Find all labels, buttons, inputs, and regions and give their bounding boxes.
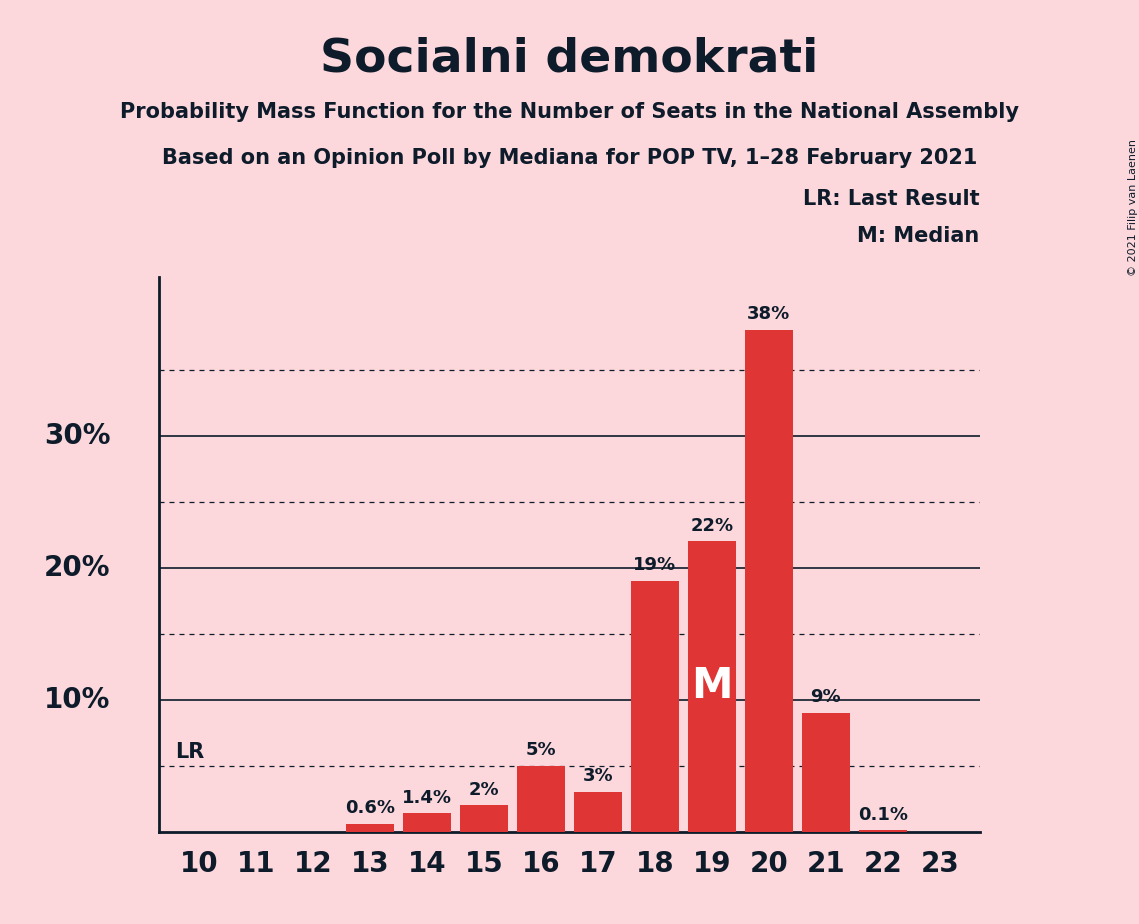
Text: 20%: 20%	[43, 553, 110, 581]
Text: © 2021 Filip van Laenen: © 2021 Filip van Laenen	[1129, 139, 1138, 275]
Text: Based on an Opinion Poll by Mediana for POP TV, 1–28 February 2021: Based on an Opinion Poll by Mediana for …	[162, 148, 977, 168]
Bar	[574, 792, 622, 832]
Text: 22%: 22%	[690, 517, 734, 535]
Bar	[517, 766, 565, 832]
Bar	[745, 330, 793, 832]
Bar	[631, 581, 679, 832]
Text: 2%: 2%	[469, 781, 499, 798]
Bar	[346, 823, 394, 832]
Bar	[859, 831, 907, 832]
Text: 0.6%: 0.6%	[345, 799, 395, 817]
Bar	[403, 813, 451, 832]
Text: M: Median: M: Median	[858, 226, 980, 247]
Text: 3%: 3%	[583, 768, 613, 785]
Text: Probability Mass Function for the Number of Seats in the National Assembly: Probability Mass Function for the Number…	[120, 102, 1019, 122]
Text: M: M	[691, 665, 732, 708]
Text: 19%: 19%	[633, 556, 677, 574]
Text: Socialni demokrati: Socialni demokrati	[320, 37, 819, 82]
Text: LR: LR	[175, 742, 205, 761]
Bar	[688, 541, 736, 832]
Bar	[802, 712, 850, 832]
Text: 1.4%: 1.4%	[402, 788, 452, 807]
Text: LR: Last Result: LR: Last Result	[803, 189, 980, 210]
Text: 9%: 9%	[811, 688, 841, 706]
Text: 38%: 38%	[747, 306, 790, 323]
Bar	[460, 805, 508, 832]
Text: 30%: 30%	[43, 421, 110, 450]
Text: 10%: 10%	[44, 686, 110, 713]
Text: 0.1%: 0.1%	[858, 806, 908, 823]
Text: 5%: 5%	[526, 741, 556, 759]
